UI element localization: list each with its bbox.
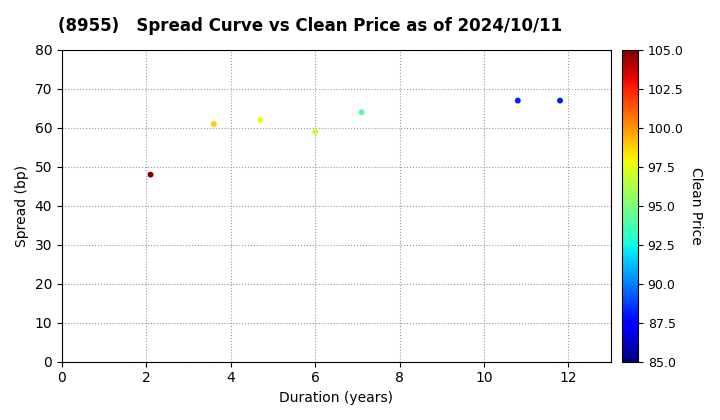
Point [310, 129, 321, 135]
Y-axis label: Spread (bp): Spread (bp) [15, 165, 29, 247]
Y-axis label: Clean Price: Clean Price [689, 167, 703, 245]
Point [145, 171, 156, 178]
Point [356, 109, 367, 116]
X-axis label: Duration (years): Duration (years) [279, 391, 393, 405]
Text: (8955)   Spread Curve vs Clean Price as of 2024/10/11: (8955) Spread Curve vs Clean Price as of… [58, 17, 562, 35]
Point [512, 97, 523, 104]
Point [255, 117, 266, 123]
Point [554, 97, 566, 104]
Point [208, 121, 220, 127]
